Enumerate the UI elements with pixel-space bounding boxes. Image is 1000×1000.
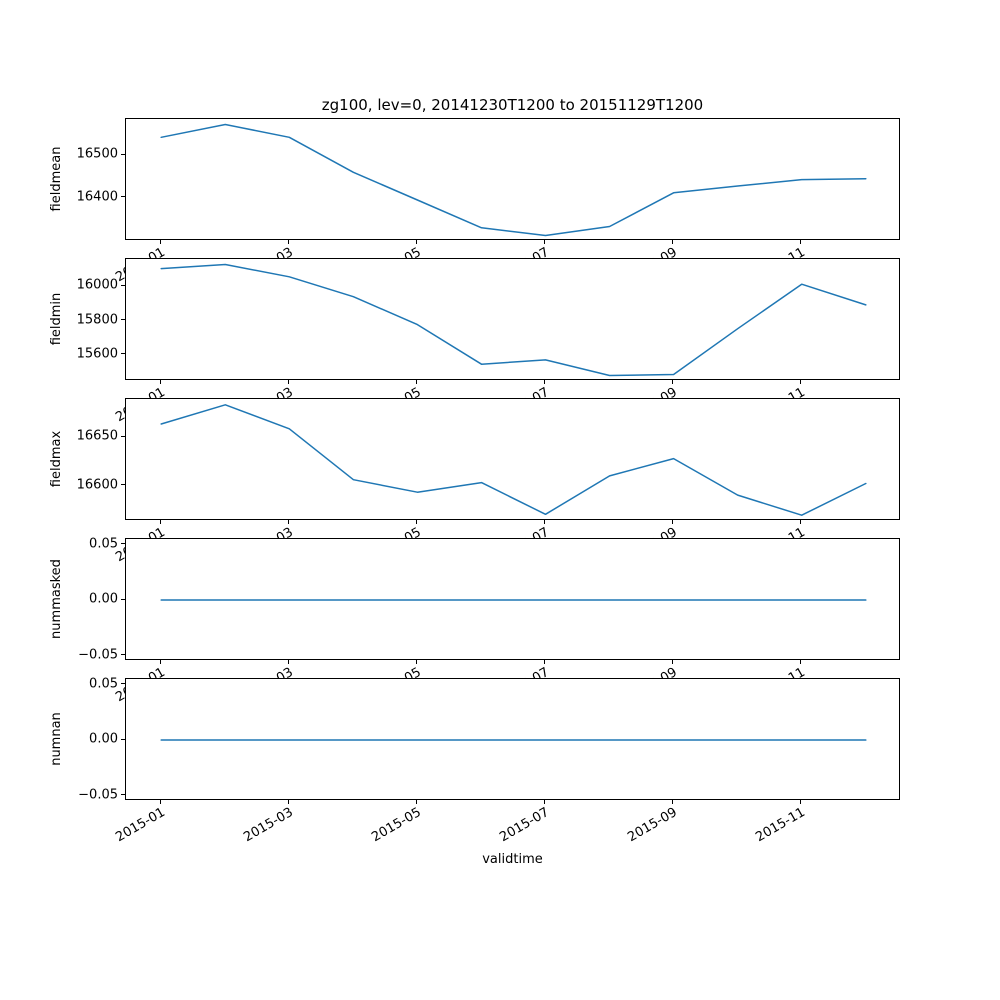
xtick-mark (800, 660, 802, 664)
ytick-mark (121, 196, 125, 198)
xtick-mark (544, 800, 545, 804)
ytick-mark (121, 435, 125, 437)
xtick-mark (800, 520, 802, 524)
xtick-mark (800, 380, 802, 384)
ytick-mark (121, 353, 125, 355)
axes-nummasked (125, 538, 900, 660)
xtick-label: 2015-01 (113, 805, 168, 846)
ytick-label: 16650 (76, 428, 118, 444)
ytick-label: 16000 (76, 277, 118, 293)
ytick-label: 15600 (76, 346, 118, 362)
xtick-mark (287, 520, 289, 524)
ytick-mark (121, 153, 125, 155)
series-line-fieldmax (160, 404, 867, 516)
xtick-mark (159, 240, 161, 244)
ytick-label: 0.00 (89, 731, 118, 747)
ytick-label: 16400 (76, 189, 118, 205)
ytick-mark (121, 654, 125, 655)
y-axis-label-fieldmean: fieldmean (49, 146, 64, 212)
ytick-mark (121, 738, 125, 740)
axes-fieldmean (125, 118, 900, 240)
ytick-label: −0.05 (78, 647, 118, 662)
line-plot-nummasked (160, 599, 867, 601)
xtick-mark (287, 800, 289, 804)
series-line-fieldmean (160, 123, 867, 237)
y-axis-label-fieldmax: fieldmax (49, 430, 64, 488)
xtick-mark (544, 520, 545, 524)
xtick-mark (159, 800, 161, 804)
xtick-mark (415, 520, 417, 524)
xtick-mark (544, 380, 545, 384)
series-line-fieldmin (160, 263, 867, 377)
xtick-mark (672, 660, 674, 664)
xtick-label: 2015-07 (497, 805, 552, 846)
xtick-mark (159, 380, 161, 384)
ytick-mark (121, 484, 125, 485)
xtick-mark (544, 240, 545, 244)
ytick-mark (121, 794, 125, 795)
axes-fieldmin (125, 258, 900, 380)
xtick-label: 2015-11 (753, 805, 809, 846)
ytick-label: 0.00 (89, 591, 118, 607)
xtick-mark (415, 660, 417, 664)
line-plot-fieldmean (160, 123, 867, 237)
ytick-label: 0.05 (89, 676, 118, 691)
xtick-mark (415, 800, 417, 804)
xtick-mark (159, 520, 161, 524)
xtick-mark (159, 660, 161, 664)
xtick-mark (672, 380, 674, 384)
xtick-mark (672, 240, 674, 244)
xtick-mark (415, 380, 417, 384)
ytick-label: 15800 (76, 312, 118, 327)
axes-numnan (125, 678, 900, 800)
ytick-label: 16600 (76, 477, 118, 492)
xtick-mark (800, 800, 802, 804)
xtick-mark (287, 380, 289, 384)
xtick-mark (287, 240, 289, 244)
xtick-label: 2015-09 (625, 805, 681, 846)
ytick-mark (121, 319, 125, 320)
xtick-mark (544, 660, 545, 664)
ytick-mark (121, 543, 125, 544)
line-plot-fieldmax (160, 404, 867, 516)
line-plot-numnan (160, 739, 867, 741)
ytick-label: 0.05 (89, 536, 118, 551)
xtick-label: 2015-05 (369, 805, 424, 846)
xtick-mark (415, 240, 417, 244)
xtick-label: 2015-03 (241, 805, 296, 846)
x-axis-label: validtime (482, 852, 543, 867)
figure-title: zg100, lev=0, 20141230T1200 to 20151129T… (321, 96, 704, 114)
ytick-mark (121, 683, 125, 684)
ytick-label: −0.05 (78, 787, 118, 802)
xtick-mark (287, 660, 289, 664)
line-plot-fieldmin (160, 263, 867, 377)
ytick-mark (121, 284, 125, 286)
xtick-mark (800, 240, 802, 244)
axes-fieldmax (125, 398, 900, 520)
ytick-label: 16500 (76, 146, 118, 162)
xtick-mark (672, 800, 674, 804)
xtick-mark (672, 520, 674, 524)
ytick-mark (121, 598, 125, 600)
